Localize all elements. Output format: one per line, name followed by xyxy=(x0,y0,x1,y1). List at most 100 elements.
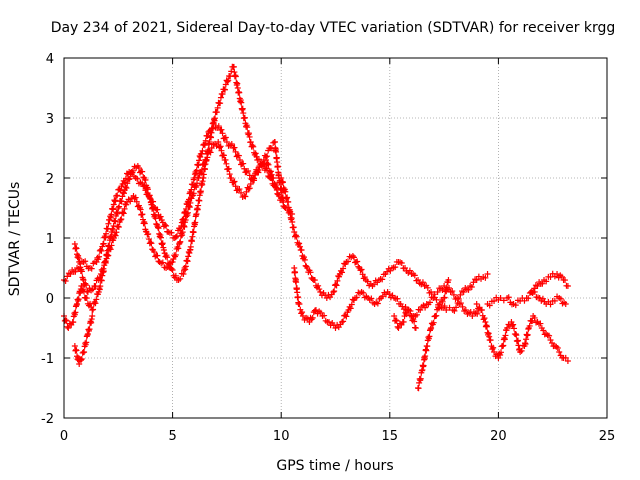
data-point xyxy=(321,312,328,319)
data-point xyxy=(422,353,429,360)
data-point xyxy=(272,184,279,191)
data-point xyxy=(498,349,505,356)
data-point xyxy=(368,295,375,302)
data-point xyxy=(292,269,299,276)
data-point xyxy=(546,332,553,339)
data-point xyxy=(298,247,305,254)
x-tick-label: 10 xyxy=(273,429,290,444)
data-point xyxy=(96,274,103,281)
data-point xyxy=(413,311,420,318)
data-point xyxy=(133,198,140,205)
data-point xyxy=(478,306,485,313)
data-point xyxy=(232,73,239,80)
data-point xyxy=(157,213,164,220)
data-point xyxy=(78,268,85,275)
data-point xyxy=(331,288,338,295)
data-point xyxy=(139,211,146,218)
data-point xyxy=(172,272,179,279)
data-point xyxy=(192,219,199,226)
data-point xyxy=(487,337,494,344)
data-point xyxy=(534,283,541,289)
data-point xyxy=(84,288,91,295)
data-point xyxy=(139,168,146,175)
data-point xyxy=(264,167,271,174)
data-point xyxy=(457,300,464,307)
data-point xyxy=(490,344,497,351)
data-point xyxy=(119,193,126,200)
data-point xyxy=(315,282,322,289)
data-point xyxy=(539,280,546,287)
data-point xyxy=(147,239,154,246)
data-point xyxy=(182,263,189,270)
data-point xyxy=(195,202,202,209)
data-point xyxy=(223,160,230,167)
data-point xyxy=(403,311,410,318)
data-point xyxy=(193,167,200,174)
data-point xyxy=(364,278,371,285)
data-point xyxy=(246,185,253,192)
data-point xyxy=(98,277,105,284)
data-point xyxy=(500,297,507,304)
data-point xyxy=(513,332,520,339)
data-point xyxy=(179,229,186,236)
data-point xyxy=(236,89,243,96)
data-point xyxy=(307,269,314,276)
y-tick-label: 1 xyxy=(46,232,54,247)
data-point xyxy=(238,99,245,106)
data-point xyxy=(554,271,561,277)
data-point xyxy=(411,272,418,279)
data-point xyxy=(473,277,480,283)
data-point xyxy=(175,245,182,252)
data-point xyxy=(417,307,424,313)
data-point xyxy=(330,289,337,295)
data-point xyxy=(497,295,504,301)
data-point xyxy=(217,143,224,150)
data-point xyxy=(358,266,365,273)
data-point xyxy=(491,298,498,304)
data-point xyxy=(344,258,351,265)
data-point xyxy=(420,362,427,369)
data-point xyxy=(160,247,167,253)
data-point xyxy=(198,167,205,174)
data-point xyxy=(474,310,481,317)
data-point xyxy=(303,263,310,270)
data-point xyxy=(482,274,489,281)
data-point xyxy=(201,142,208,149)
data-point xyxy=(218,126,225,133)
data-point xyxy=(392,264,399,271)
data-point xyxy=(100,265,107,272)
data-point xyxy=(426,333,433,340)
data-point xyxy=(347,305,354,312)
data-point xyxy=(415,385,422,392)
data-point xyxy=(292,232,299,239)
data-point xyxy=(296,300,303,307)
data-point xyxy=(443,307,450,313)
data-point xyxy=(120,210,127,217)
data-point xyxy=(190,190,197,197)
data-point xyxy=(262,153,269,160)
data-point xyxy=(343,313,350,320)
data-point xyxy=(95,277,102,284)
data-point xyxy=(430,319,437,326)
data-point xyxy=(105,252,112,259)
data-point xyxy=(259,160,266,167)
data-point xyxy=(125,176,132,183)
data-point xyxy=(562,354,569,361)
data-point xyxy=(121,205,128,212)
data-point xyxy=(249,142,256,149)
data-point xyxy=(161,221,168,228)
data-point xyxy=(371,281,378,288)
data-point xyxy=(163,222,170,229)
data-point xyxy=(334,277,341,284)
data-point xyxy=(243,188,250,195)
data-point xyxy=(118,216,125,223)
data-point xyxy=(220,152,227,159)
data-point xyxy=(350,254,357,261)
data-point xyxy=(64,273,71,280)
data-point xyxy=(349,253,356,259)
data-point xyxy=(193,184,200,191)
data-point xyxy=(150,205,157,212)
data-point xyxy=(469,313,476,319)
x-tick-label: 5 xyxy=(168,429,176,444)
data-point xyxy=(92,300,99,307)
